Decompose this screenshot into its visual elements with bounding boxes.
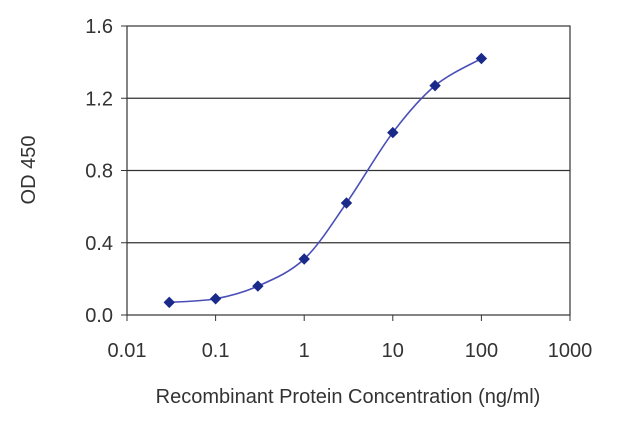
series-points [163,52,488,309]
y-axis-title: OD 450 [18,136,40,205]
series-line [169,57,482,304]
data-point-marker [209,293,222,305]
x-tick-label: 10 [382,340,404,362]
series-curve [169,57,482,304]
axis-ticks: 0.0 0.4 0.8 1.2 1.6 0.01 0.1 1 10 100 1000 [85,16,592,362]
y-tick-label: 0.8 [85,161,113,183]
x-tick-label: 1000 [548,340,593,362]
y-tick-label: 0.0 [85,305,113,327]
data-point-marker [340,197,353,209]
x-tick-label: 0.1 [202,340,230,362]
gridlines [127,97,570,244]
y-tick-label: 1.6 [85,16,113,38]
x-tick-label: 0.01 [108,340,147,362]
data-point-marker [163,296,175,309]
data-point-marker [252,280,264,292]
x-tick-label: 100 [465,340,498,362]
data-point-marker [298,253,310,265]
y-tick-label: 0.4 [85,233,113,255]
x-tick-label: 1 [299,340,310,362]
data-point-marker [387,126,399,139]
data-point-marker [429,79,441,92]
y-tick-label: 1.2 [85,88,113,110]
x-axis-title: Recombinant Protein Concentration (ng/ml… [156,386,541,408]
data-point-marker [475,52,488,65]
